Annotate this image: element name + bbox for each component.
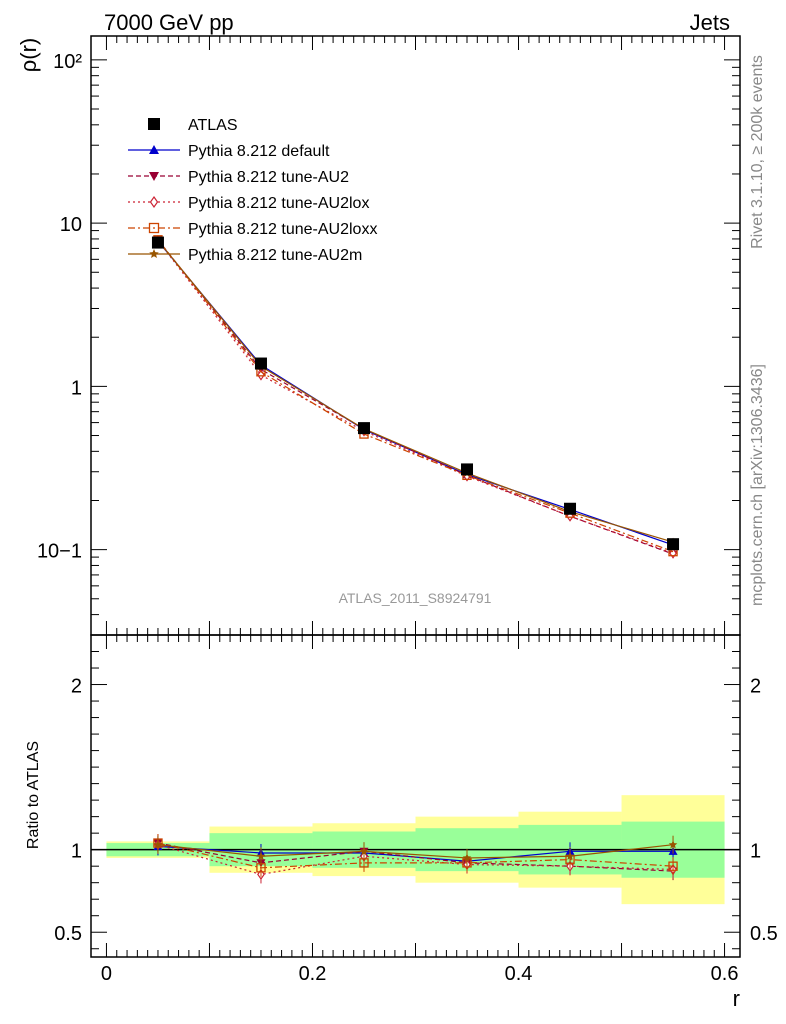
legend-label: Pythia 8.212 default bbox=[188, 143, 330, 160]
legend: ATLAS Pythia 8.212 default Pythia 8.212 tu… bbox=[128, 117, 377, 264]
atlas-data-point bbox=[357, 422, 370, 435]
y-tick-label-main: 1 bbox=[71, 377, 82, 399]
legend-marker bbox=[148, 222, 160, 234]
y-tick-label-main: 10−1 bbox=[37, 541, 82, 563]
series-line-ratio bbox=[157, 844, 674, 859]
series-point-ratio bbox=[668, 861, 678, 871]
y-tick-label-ratio-right: 0.5 bbox=[750, 923, 778, 945]
atlas-data-point bbox=[254, 357, 267, 370]
x-axis-label: r bbox=[733, 986, 740, 1011]
series-line-main bbox=[157, 239, 674, 555]
header-right-title: Jets bbox=[690, 10, 730, 35]
x-tick-label: 0.2 bbox=[299, 963, 327, 985]
atlas-data-point bbox=[151, 236, 164, 249]
series-line-ratio bbox=[157, 844, 674, 876]
y-tick-label-ratio-left: 1 bbox=[71, 841, 82, 863]
legend-label: Pythia 8.212 tune-AU2lox bbox=[188, 195, 369, 212]
analysis-label: ATLAS_2011_S8924791 bbox=[339, 590, 492, 606]
series-line-main bbox=[157, 239, 674, 553]
y-tick-label-main: 10 bbox=[60, 214, 82, 236]
legend-label: Pythia 8.212 tune-AU2 bbox=[188, 169, 349, 186]
series-point-ratio bbox=[153, 840, 163, 849]
legend-label: Pythia 8.212 tune-AU2m bbox=[188, 247, 362, 264]
y-tick-label-ratio-left: 0.5 bbox=[54, 923, 82, 945]
rivet-label: Rivet 3.1.10, ≥ 200k events bbox=[749, 55, 766, 249]
y-axis-label-ratio: Ratio to ATLAS bbox=[25, 741, 42, 849]
atlas-data-point bbox=[461, 463, 474, 476]
legend-label: Pythia 8.212 tune-AU2loxx bbox=[188, 221, 377, 238]
series-point-ratio bbox=[359, 846, 369, 855]
series-point-ratio bbox=[565, 851, 575, 860]
y-axis-label-main: ρ(r) bbox=[16, 38, 41, 73]
x-tick-label: 0 bbox=[101, 963, 112, 985]
series-point-ratio bbox=[462, 853, 472, 862]
atlas-data-point bbox=[667, 538, 680, 551]
main-data-layer bbox=[151, 236, 680, 551]
mcplots-label: mcplots.cern.ch [arXiv:1306.3436] bbox=[749, 364, 766, 606]
x-tick-label: 0.6 bbox=[711, 963, 739, 985]
series-point-ratio bbox=[256, 851, 266, 860]
y-tick-label-main: 10² bbox=[53, 51, 82, 73]
series-line-ratio bbox=[157, 842, 674, 869]
main-series-layer bbox=[153, 234, 678, 559]
series-line-main bbox=[157, 240, 674, 543]
legend-marker bbox=[149, 145, 159, 154]
axis-ticks: 0 0.2 0.4 0.6 10−1 1 10 10² 0.5 0.5 1 1 2 2 bbox=[37, 36, 778, 985]
legend-marker bbox=[149, 249, 159, 259]
ratio-series-layer bbox=[153, 834, 678, 884]
header-left-title: 7000 GeV pp bbox=[104, 10, 234, 35]
legend-marker bbox=[149, 172, 159, 181]
series-line-main bbox=[157, 240, 674, 554]
legend-marker bbox=[149, 195, 159, 209]
y-tick-label-ratio-right: 1 bbox=[750, 841, 761, 863]
legend-atlas-marker bbox=[148, 118, 160, 130]
ratio-bands-layer bbox=[91, 795, 740, 905]
atlas-data-point bbox=[564, 502, 577, 515]
legend-label: ATLAS bbox=[188, 117, 238, 134]
y-tick-label-ratio-left: 2 bbox=[71, 676, 82, 698]
x-tick-label: 0.4 bbox=[505, 963, 533, 985]
y-tick-label-ratio-right: 2 bbox=[750, 676, 761, 698]
series-point-ratio bbox=[668, 840, 678, 849]
series-line-main bbox=[157, 240, 674, 546]
